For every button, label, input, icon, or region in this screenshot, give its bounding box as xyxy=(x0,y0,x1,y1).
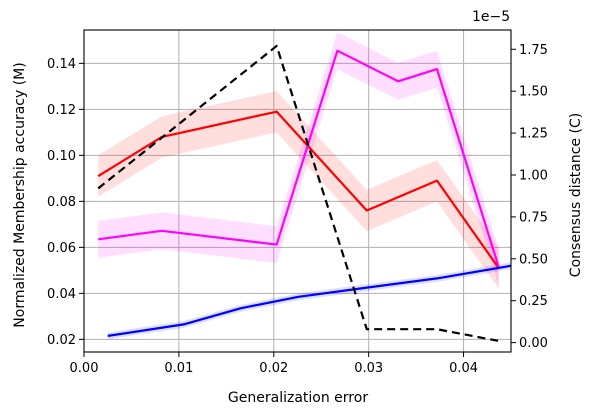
plot-frame xyxy=(83,29,512,353)
y-left-tick-label-3: 0.08 xyxy=(47,195,76,210)
y-right-tick-label-5: 1.25 xyxy=(519,127,548,142)
y-left-tick-label-2: 0.06 xyxy=(47,241,76,256)
y-left-tick-label-4: 0.10 xyxy=(47,149,76,164)
series-0-band xyxy=(98,90,499,289)
x-tick-label-2: 0.02 xyxy=(259,361,288,376)
series-1-line xyxy=(98,49,500,268)
series-1-band xyxy=(98,32,499,286)
series-2-line xyxy=(107,264,511,337)
y-left-tick-label-6: 0.14 xyxy=(47,57,76,72)
y-right-axis-ticks: 0.00 0.25 0.50 0.75 1.00 1.25 1.50 1.75 xyxy=(511,43,548,351)
x-tick-label-1: 0.01 xyxy=(164,361,193,376)
grid xyxy=(83,30,511,352)
x-tick-label-3: 0.03 xyxy=(354,361,383,376)
series-0-line xyxy=(97,110,500,269)
y-right-tick-label-3: 0.75 xyxy=(519,210,548,225)
y-left-tick-label-5: 0.12 xyxy=(47,103,76,118)
series-3-line xyxy=(97,44,499,343)
y-left-tick-label-0: 0.02 xyxy=(47,333,76,348)
y-right-axis-label: Consensus distance (C) xyxy=(568,113,584,277)
right-axis-offset: 1e−5 xyxy=(472,9,510,25)
y-right-tick-label-7: 1.75 xyxy=(519,43,548,58)
y-right-tick-label-4: 1.00 xyxy=(519,168,548,183)
y-left-axis-ticks: 0.02 0.04 0.06 0.08 0.10 0.12 0.14 xyxy=(47,57,84,348)
plot-border xyxy=(83,29,512,353)
y-left-tick-label-1: 0.04 xyxy=(47,287,76,302)
y-right-tick-label-6: 1.50 xyxy=(519,85,548,100)
y-right-tick-label-0: 0.00 xyxy=(519,336,548,351)
x-tick-label-0: 0.00 xyxy=(70,361,99,376)
y-right-tick-label-1: 0.25 xyxy=(519,294,548,309)
series-lines xyxy=(97,44,511,343)
y-right-tick-label-2: 0.50 xyxy=(519,252,548,267)
x-tick-label-4: 0.04 xyxy=(449,361,478,376)
y-left-axis-label: Normalized Membership accuracy (M) xyxy=(12,62,28,327)
x-axis-label: Generalization error xyxy=(228,390,368,406)
x-axis-ticks: 0.00 0.01 0.02 0.03 0.04 xyxy=(70,352,478,376)
